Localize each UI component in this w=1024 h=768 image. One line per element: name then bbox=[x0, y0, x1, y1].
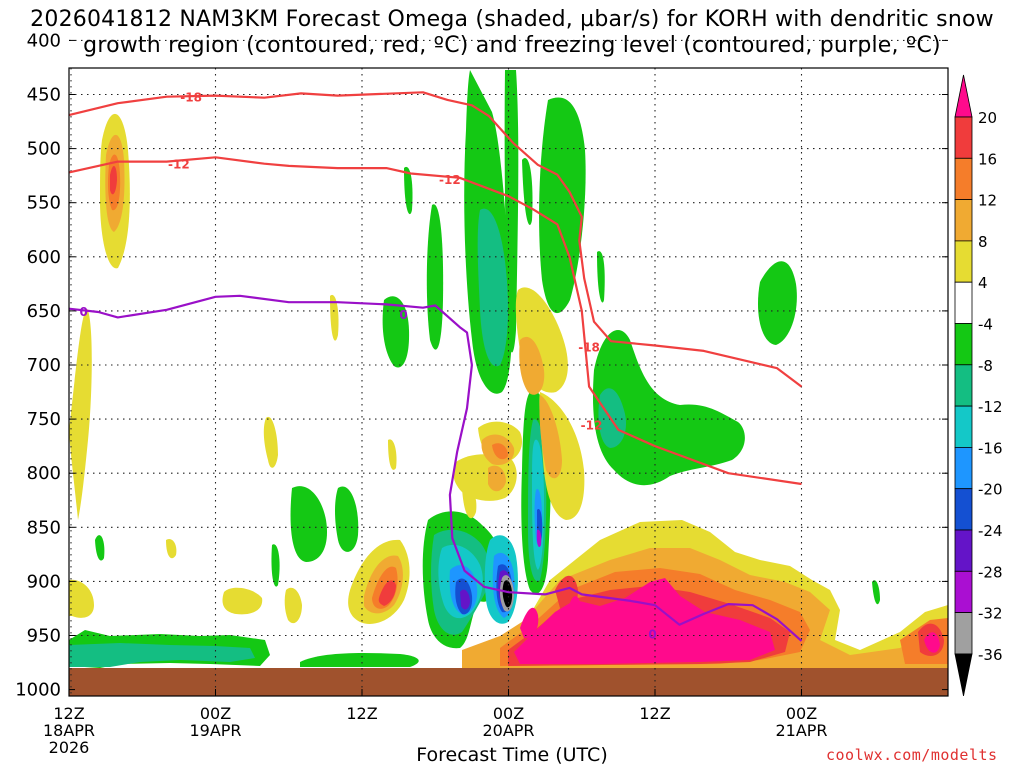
contour-label-0-1: -18 bbox=[578, 341, 600, 355]
xtick-label-0-1: 18APR bbox=[43, 721, 95, 740]
contour-label-0-0: -18 bbox=[180, 91, 202, 105]
ytick-label-650: 650 bbox=[27, 301, 61, 322]
ytick-label-600: 600 bbox=[27, 247, 61, 268]
ytick-label-800: 800 bbox=[27, 463, 61, 484]
contour-1 bbox=[68, 156, 802, 486]
xtick-label-3-0: 00Z bbox=[493, 704, 524, 723]
temperature-contours: -18 -18 -12 -12 -12 0 0 0 bbox=[68, 91, 803, 642]
ytick-label-400: 400 bbox=[27, 30, 61, 51]
ytick-label-750: 750 bbox=[27, 409, 61, 430]
colorbar-label-11: -28 bbox=[978, 563, 1003, 581]
pressure-axis: 2503003504004505005506006507007508008509… bbox=[15, 30, 948, 701]
colorbar-cell-3 bbox=[954, 199, 973, 242]
ytick-label-850: 850 bbox=[27, 517, 61, 538]
ytick-label-1000: 1000 bbox=[15, 680, 61, 701]
chart-title-line-1: 2026041812 NAM3KM Forecast Omega (shaded… bbox=[30, 7, 994, 32]
ytick-label-950: 950 bbox=[27, 626, 61, 647]
ytick-label-900: 900 bbox=[27, 571, 61, 592]
xtick-label-5-0: 00Z bbox=[786, 704, 817, 723]
colorbar-cell-7 bbox=[954, 364, 973, 407]
colorbar-label-13: -36 bbox=[978, 646, 1003, 664]
x-axis-label: Forecast Time (UTC) bbox=[416, 744, 608, 766]
contour-label-1-0: -12 bbox=[168, 158, 190, 172]
colorbar-label-1: 16 bbox=[978, 150, 997, 168]
colorbar-cell-6 bbox=[954, 323, 973, 366]
xtick-label-0-2: 2026 bbox=[49, 738, 90, 757]
colorbar-cell-1 bbox=[954, 116, 973, 159]
colorbar-cell-9 bbox=[954, 446, 973, 490]
xtick-label-3-1: 20APR bbox=[482, 721, 534, 740]
colorbar-label-6: -8 bbox=[978, 357, 993, 375]
contour-2 bbox=[68, 294, 803, 642]
credit-link[interactable]: coolwx.com/modelts bbox=[826, 746, 998, 764]
colorbar-label-7: -12 bbox=[978, 398, 1003, 416]
colorbar-cell-8 bbox=[954, 405, 973, 448]
colorbar-top-arrow bbox=[954, 74, 973, 118]
colorbar-label-4: 4 bbox=[978, 274, 988, 292]
colorbar-label-8: -16 bbox=[978, 439, 1003, 457]
colorbar-label-9: -20 bbox=[978, 481, 1003, 499]
xtick-label-5-1: 21APR bbox=[775, 721, 827, 740]
contour-label-1-2: -12 bbox=[581, 419, 603, 433]
contour-label-1-1: -12 bbox=[439, 173, 461, 187]
colorbar-label-5: -4 bbox=[978, 316, 993, 334]
xtick-label-2-0: 12Z bbox=[346, 704, 377, 723]
colorbar-label-10: -24 bbox=[978, 522, 1003, 540]
colorbar-cell-5 bbox=[954, 281, 973, 324]
colorbar-cell-10 bbox=[954, 488, 973, 531]
ytick-label-500: 500 bbox=[27, 139, 61, 160]
xtick-label-4-0: 12Z bbox=[639, 704, 670, 723]
colorbar-cell-4 bbox=[954, 240, 973, 283]
xtick-label-1-0: 00Z bbox=[200, 704, 231, 723]
ytick-label-550: 550 bbox=[27, 193, 61, 214]
xtick-label-0-0: 12Z bbox=[53, 704, 84, 723]
colorbar-label-3: 8 bbox=[978, 233, 988, 251]
contour-label-2-1: 0 bbox=[399, 308, 407, 322]
colorbar-label-0: 20 bbox=[978, 109, 997, 127]
omega-colorbar: 20 16 12 8 4 -4 -8 -12 -16 -20 -24 -28 -32 -36 bbox=[954, 74, 1003, 696]
contour-0 bbox=[68, 91, 803, 388]
xtick-label-1-1: 19APR bbox=[189, 721, 241, 740]
colorbar-bottom-arrow bbox=[954, 653, 973, 696]
contour-label-2-2: 0 bbox=[648, 627, 656, 641]
contour-label-2-0: 0 bbox=[79, 305, 87, 319]
pressure-gridlines bbox=[69, 39, 948, 637]
colorbar-cell-12 bbox=[954, 570, 973, 613]
colorbar-label-2: 12 bbox=[978, 192, 997, 210]
colorbar-cell-11 bbox=[954, 529, 973, 572]
colorbar-cell-2 bbox=[954, 157, 973, 201]
ytick-label-700: 700 bbox=[27, 355, 61, 376]
chart-title-line-2: growth region (contoured, red, ºC) and f… bbox=[83, 33, 941, 58]
ytick-label-450: 450 bbox=[27, 85, 61, 106]
colorbar-label-12: -32 bbox=[978, 605, 1003, 623]
colorbar-cell-13 bbox=[954, 612, 973, 655]
